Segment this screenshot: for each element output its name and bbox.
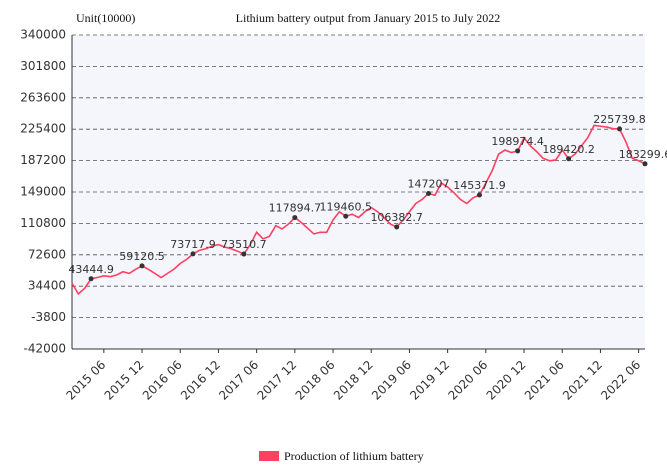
x-tick-label: 2015 12	[102, 358, 147, 403]
y-tick-label: 301800	[20, 59, 66, 73]
data-label: 145371.9	[453, 179, 506, 192]
point-marker	[343, 213, 349, 219]
y-tick-label: 110800	[20, 216, 66, 230]
y-tick-label: -42000	[23, 342, 66, 356]
data-label: 225739.8	[593, 113, 646, 126]
legend-swatch	[259, 451, 279, 461]
y-tick-label: 149000	[20, 185, 66, 199]
data-label: 106382.7	[370, 211, 423, 224]
x-tick-label: 2017 06	[216, 358, 261, 403]
point-marker	[566, 156, 572, 162]
y-tick-label: 187200	[20, 153, 66, 167]
point-marker	[642, 161, 648, 167]
y-tick-label: 34400	[28, 279, 66, 293]
y-tick-label: 340000	[20, 28, 66, 42]
data-label: 183299.6	[619, 148, 667, 161]
legend-label: Production of lithium battery	[284, 449, 424, 463]
x-tick-label: 2017 12	[254, 358, 299, 403]
y-tick-label: 225400	[20, 122, 66, 136]
x-tick-label: 2019 06	[369, 358, 414, 403]
x-tick-label: 2020 06	[445, 358, 490, 403]
data-label: 119460.5	[320, 200, 373, 213]
point-marker	[88, 276, 94, 282]
x-tick-label: 2021 12	[560, 358, 605, 403]
x-tick-label: 2016 06	[140, 358, 185, 403]
point-marker	[617, 126, 623, 132]
x-tick-label: 2015 06	[63, 358, 108, 403]
x-tick-label: 2020 12	[484, 358, 529, 403]
data-label: 198974.4	[491, 135, 544, 148]
point-marker	[515, 148, 521, 154]
y-tick-label: -3800	[31, 310, 66, 324]
y-tick-label: 263600	[20, 90, 66, 104]
data-label: 73717.9	[170, 238, 216, 251]
x-tick-label: 2016 12	[178, 358, 223, 403]
point-marker	[241, 251, 247, 257]
point-marker	[476, 192, 482, 198]
point-marker	[292, 215, 298, 221]
data-label: 147207	[408, 177, 450, 190]
chart-title: Lithium battery output from January 2015…	[236, 11, 501, 25]
data-label: 189420.2	[542, 143, 595, 156]
data-label: 117894.7	[269, 202, 322, 215]
x-tick-label: 2019 12	[407, 358, 452, 403]
x-tick-label: 2021 06	[522, 358, 567, 403]
data-label: 73510.7	[221, 238, 267, 251]
x-tick-label: 2022 06	[598, 358, 643, 403]
y-axis-label: Unit(10000)	[76, 11, 135, 25]
data-label: 43444.9	[68, 263, 114, 276]
x-tick-label: 2018 06	[293, 358, 338, 403]
point-marker	[394, 224, 400, 230]
series-line	[71, 124, 646, 296]
point-marker	[139, 263, 145, 269]
y-tick-label: 72600	[28, 247, 66, 261]
point-marker	[190, 251, 196, 257]
x-tick-label: 2018 12	[331, 358, 376, 403]
point-marker	[426, 190, 432, 196]
data-label: 59120.5	[119, 250, 165, 263]
